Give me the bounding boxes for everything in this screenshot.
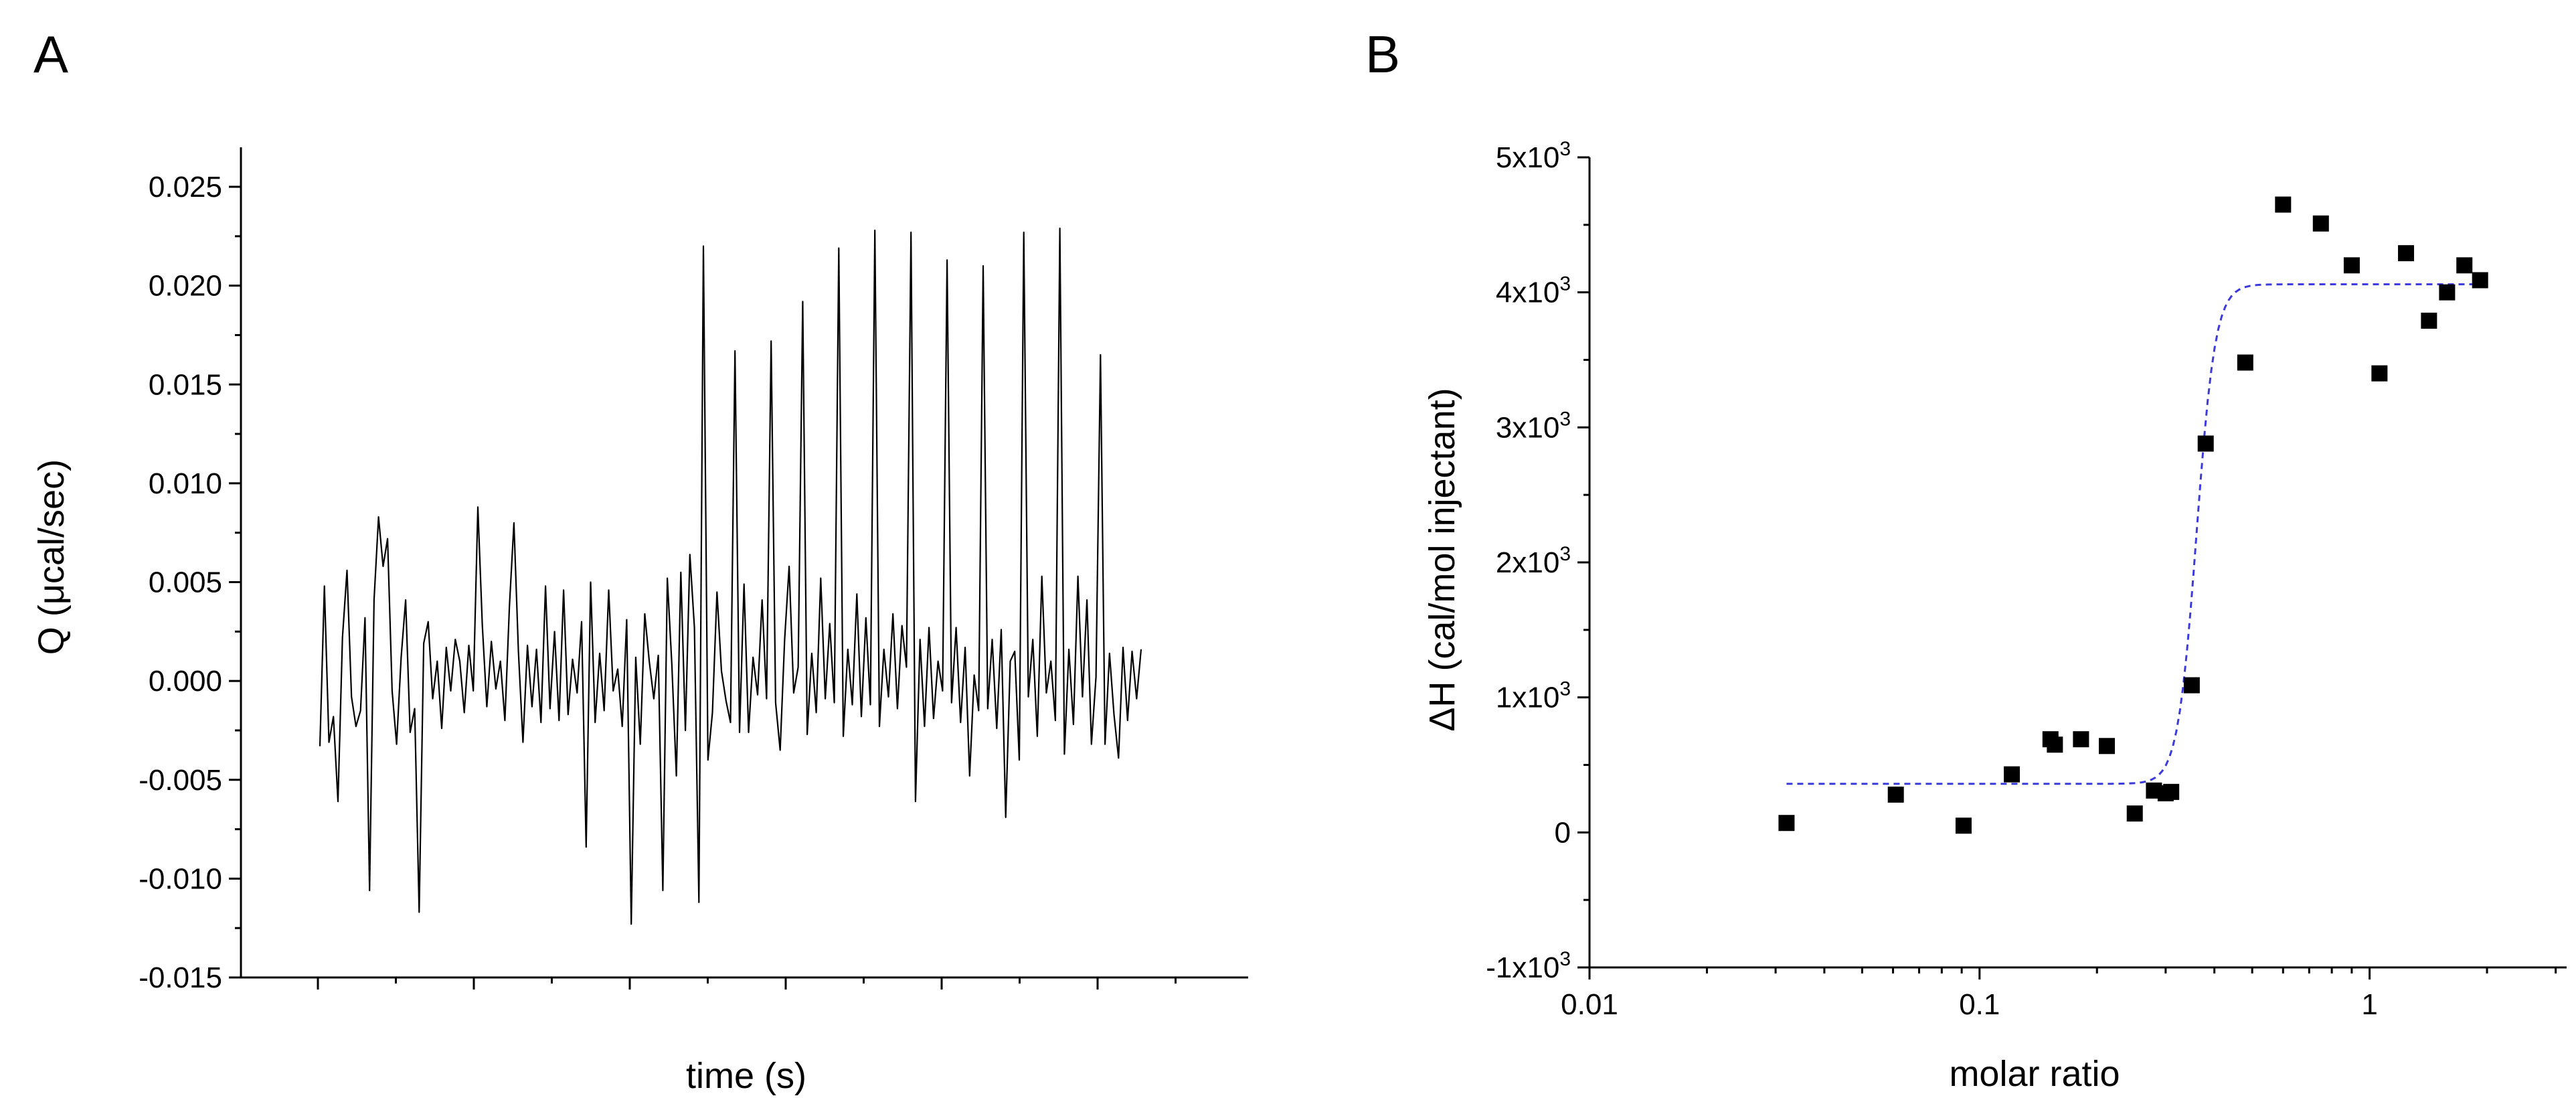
chart-b-ytick-exponent: 3 <box>1559 948 1571 970</box>
chart-a-ytick-label: 0.025 <box>149 171 222 204</box>
chart-b-point <box>2126 805 2143 822</box>
chart-b-point <box>2456 257 2473 274</box>
chart-b-ytick-label: 5x103 <box>1496 138 1571 174</box>
chart-b-ytick-exponent: 3 <box>1559 273 1571 295</box>
chart-b-ylabel: ΔH (cal/mol injectant) <box>1422 388 1462 731</box>
chart-b-ytick-exponent: 3 <box>1559 138 1571 160</box>
chart-b-point <box>2047 736 2063 753</box>
chart-a-ytick-label: -0.005 <box>139 764 222 797</box>
chart-b-ytick-label: 4x103 <box>1496 273 1571 309</box>
chart-b-point <box>2472 272 2488 289</box>
chart-b-point <box>2398 245 2415 262</box>
chart-b-point <box>2371 365 2388 382</box>
chart-a-ytick-label: 0.020 <box>149 270 222 303</box>
chart-a-ytick-label: 0.015 <box>149 368 222 401</box>
chart-b-xlabel: molar ratio <box>1949 1054 2120 1094</box>
panel-a-label: A <box>33 25 68 84</box>
chart-a-axes: -0.015 -0.010 -0.005 0.000 0.005 0.010 0.015 0.… <box>139 147 1248 994</box>
chart-b-ytick-exponent: 3 <box>1559 543 1571 565</box>
chart-b-point <box>2004 766 2021 783</box>
chart-b-xtick-label: 1 <box>2361 988 2377 1021</box>
chart-b-point <box>2275 196 2292 213</box>
chart-b-ytick-label: 2x103 <box>1496 543 1571 579</box>
chart-b-xtick-label: 0.01 <box>1561 988 1618 1021</box>
chart-b-point <box>2237 354 2253 371</box>
chart-a: -0.015 -0.010 -0.005 0.000 0.005 0.010 0.015 0.… <box>31 147 1248 1096</box>
chart-a-ytick-label: -0.015 <box>139 961 222 994</box>
chart-a-line <box>319 227 1142 925</box>
chart-b-point <box>2098 738 2115 755</box>
chart-b-ytick-label: -1x103 <box>1486 948 1571 984</box>
chart-a-ytick-label: 0.010 <box>149 467 222 500</box>
chart-b-point <box>1955 817 1972 834</box>
chart-b-point <box>2421 313 2437 329</box>
panel-b-label: B <box>1365 25 1400 84</box>
chart-a-ytick-label: 0.000 <box>149 665 222 698</box>
chart-b-point <box>2163 783 2180 800</box>
chart-b-point <box>2312 215 2329 232</box>
chart-b-point <box>2343 257 2360 274</box>
chart-b-ytick-label: 0 <box>1555 816 1571 849</box>
chart-b-fit-line <box>1786 283 2483 785</box>
chart-a-xlabel: time (s) <box>686 1056 806 1096</box>
chart-b-xtick-label: 0.1 <box>1959 988 2000 1021</box>
chart-b-point <box>2183 677 2200 694</box>
chart-a-ylabel: Q (μcal/sec) <box>31 459 72 655</box>
chart-b-point <box>2073 731 2089 748</box>
chart-b-point <box>1887 786 1904 803</box>
chart-b-ytick-exponent: 3 <box>1559 408 1571 430</box>
chart-b-axes: -1x103 0 1x103 2x103 3x103 4x103 5x103 0.01 0.1 1 <box>1486 138 2567 1021</box>
chart-a-ytick-label: 0.005 <box>149 566 222 599</box>
chart-b-point <box>1778 815 1795 832</box>
chart-b-point <box>2439 284 2456 301</box>
chart-b-series <box>1778 196 2488 834</box>
chart-a-ytick-label: -0.010 <box>139 862 222 895</box>
chart-b-ytick-exponent: 3 <box>1559 678 1571 700</box>
chart-b-ytick-label: 1x103 <box>1496 678 1571 714</box>
chart-b-point <box>2197 435 2214 452</box>
chart-b: -1x103 0 1x103 2x103 3x103 4x103 5x103 0.01 0.1 1… <box>1422 138 2567 1094</box>
chart-b-ytick-label: 3x103 <box>1496 408 1571 444</box>
chart-a-series <box>319 227 1142 925</box>
